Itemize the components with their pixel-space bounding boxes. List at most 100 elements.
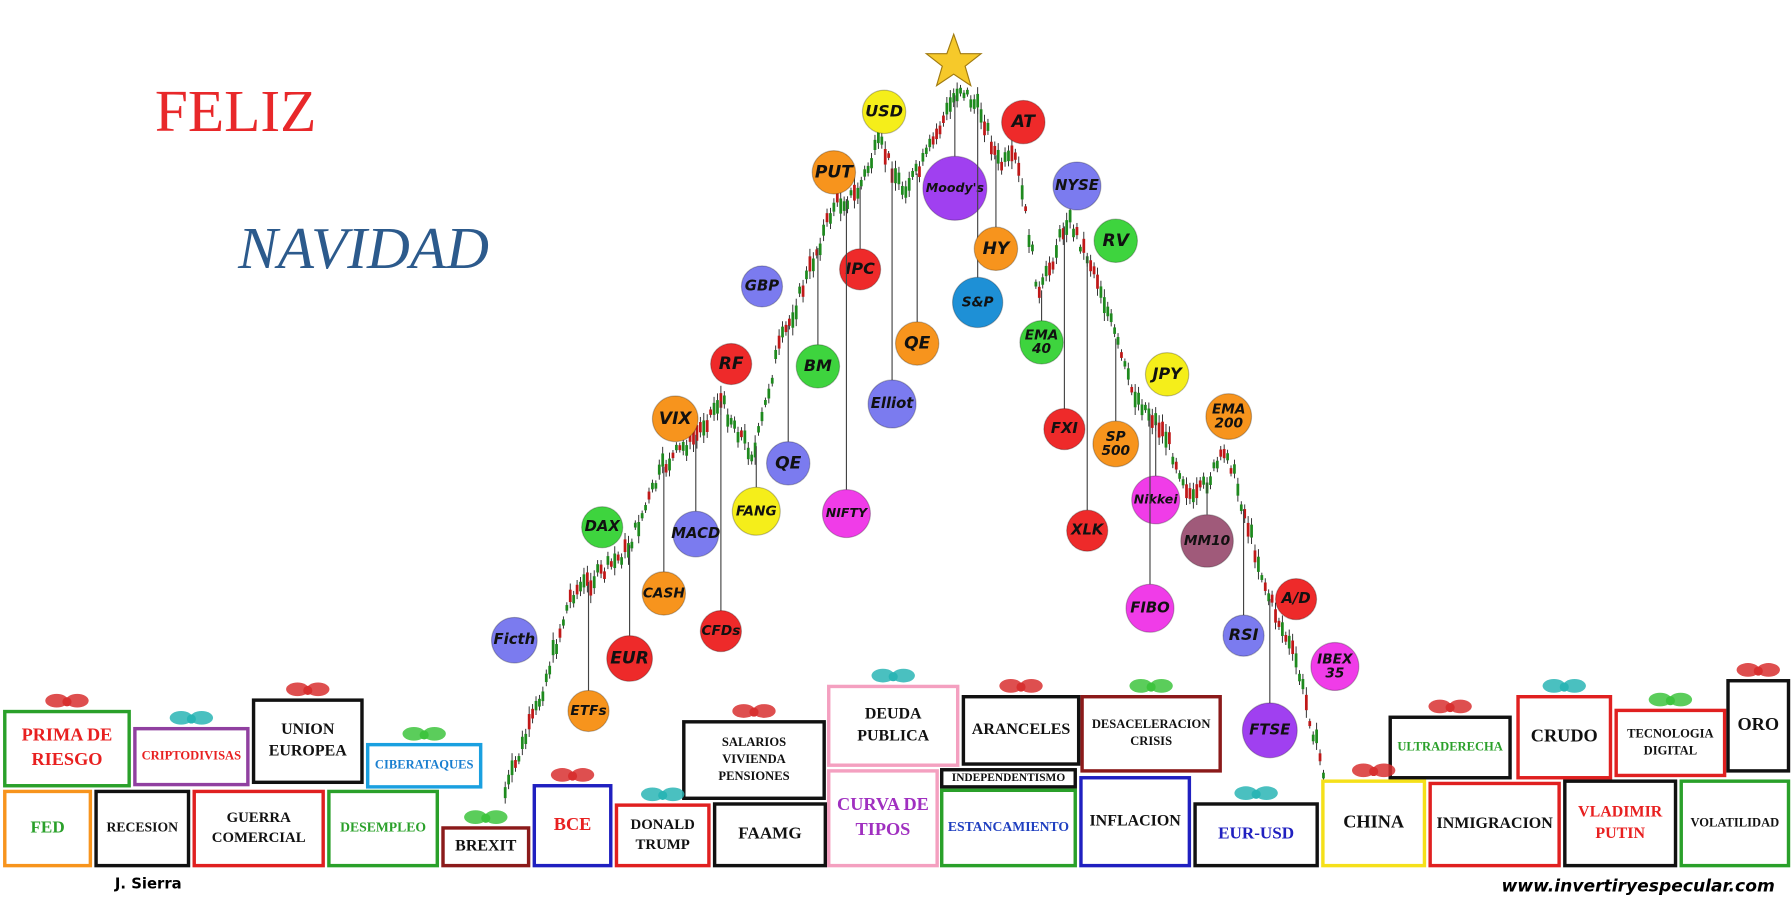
gift-label: ESTANCAMIENTO: [948, 819, 1069, 834]
candle-body: [764, 399, 767, 405]
gift-bow: [1019, 679, 1043, 693]
candle-body: [952, 93, 956, 103]
candle-body: [637, 522, 641, 537]
candle-body: [1257, 556, 1260, 572]
candle-body: [811, 258, 815, 272]
candle-body: [767, 388, 771, 399]
author: J. Sierra: [114, 875, 182, 892]
candle-body: [1044, 265, 1048, 277]
candle-body: [527, 714, 531, 730]
gift-bow: [658, 790, 668, 800]
candle-body: [1120, 352, 1123, 358]
candle-body: [931, 136, 935, 145]
ornament-label: Elliot: [871, 395, 915, 412]
gift-bow: [567, 771, 578, 781]
gift-box: [1679, 779, 1791, 868]
candle-body: [712, 402, 716, 415]
candle-body: [1058, 229, 1062, 238]
candle-body: [651, 482, 654, 490]
candle-body: [685, 445, 689, 456]
ornament-label: QE: [904, 334, 931, 354]
candle-body: [887, 153, 891, 158]
gift-bow: [999, 679, 1023, 693]
gift-label: PENSIONES: [718, 769, 789, 783]
gift-label: PUTIN: [1595, 825, 1645, 842]
candle-body: [1034, 281, 1038, 287]
ornament: [490, 616, 538, 664]
gift-label: DIGITAL: [1644, 743, 1697, 757]
candle-body: [1157, 422, 1161, 438]
ornament: [795, 344, 841, 389]
ornament: [1241, 702, 1298, 759]
ornament-label: FANG: [736, 503, 777, 519]
candle-body: [993, 145, 997, 155]
gift-bow: [749, 707, 759, 717]
candle-body: [565, 605, 569, 611]
candle-body: [1089, 260, 1093, 272]
candle-body: [955, 88, 959, 102]
candle-body: [702, 420, 706, 436]
candle-body: [613, 553, 617, 569]
candle-body: [1109, 313, 1113, 323]
gift-box: [94, 789, 191, 868]
candle-body: [1260, 575, 1264, 580]
candle-body: [972, 99, 976, 109]
candle-body: [599, 564, 603, 574]
candle-body: [1102, 297, 1106, 314]
gift-box: [940, 788, 1077, 868]
candle-body: [746, 447, 750, 460]
candle-body: [1191, 489, 1195, 503]
ornament: [1144, 352, 1190, 397]
candle-body: [1061, 228, 1065, 240]
candle-body: [787, 318, 791, 326]
ornament: [1019, 320, 1064, 365]
candle-body: [1209, 476, 1212, 485]
candle-body: [630, 541, 634, 549]
gift-bow: [45, 693, 69, 708]
gift-bow: [1736, 663, 1760, 677]
gift-box: [441, 826, 531, 868]
ornament-label: IPC: [845, 259, 875, 278]
candle-body: [572, 595, 576, 604]
candle-body: [1130, 386, 1134, 393]
candle-body: [603, 571, 606, 579]
candle-body: [627, 543, 630, 558]
candle-body: [579, 581, 582, 592]
gift-box: [712, 802, 828, 868]
candle-body: [1185, 484, 1188, 499]
candle-body: [1298, 673, 1301, 682]
ornament-label: Moody's: [926, 180, 985, 195]
candle-body: [784, 324, 788, 333]
ornament: [672, 510, 720, 558]
candle-body: [760, 411, 764, 422]
candle-body: [928, 138, 932, 148]
ornament-label: 500: [1101, 443, 1130, 459]
candle-body: [1212, 462, 1216, 469]
candle-body: [907, 178, 911, 191]
candle-body: [842, 201, 846, 211]
candle-body: [668, 458, 671, 471]
candle-body: [1068, 210, 1072, 223]
ornament: [1093, 218, 1139, 264]
candle-body: [1133, 391, 1137, 408]
ornament-label: EMA: [1025, 328, 1059, 344]
ornament: [973, 226, 1019, 272]
ornaments: Ficth ETFs EUR CASH DAX MACD CFDs VIX FANG RF QE GB…: [490, 89, 1360, 759]
ornament-label: 200: [1214, 415, 1243, 431]
greeting-line2: NAVIDAD: [237, 215, 489, 281]
candle-body: [959, 87, 962, 94]
gift-bow: [1149, 679, 1173, 693]
candle-body: [983, 121, 986, 136]
candle-body: [918, 166, 921, 177]
candle-body: [1243, 509, 1247, 519]
candle-body: [1168, 432, 1171, 445]
ornament-label: HY: [983, 239, 1011, 259]
candle-body: [1024, 206, 1027, 212]
gift-box: [940, 768, 1077, 789]
candle-body: [1140, 404, 1144, 416]
gift-box: [1079, 776, 1192, 868]
candle-body: [945, 102, 949, 115]
gift-label: DESACELERACION: [1092, 717, 1211, 731]
candle-body: [740, 430, 743, 438]
candle-body: [822, 224, 825, 236]
